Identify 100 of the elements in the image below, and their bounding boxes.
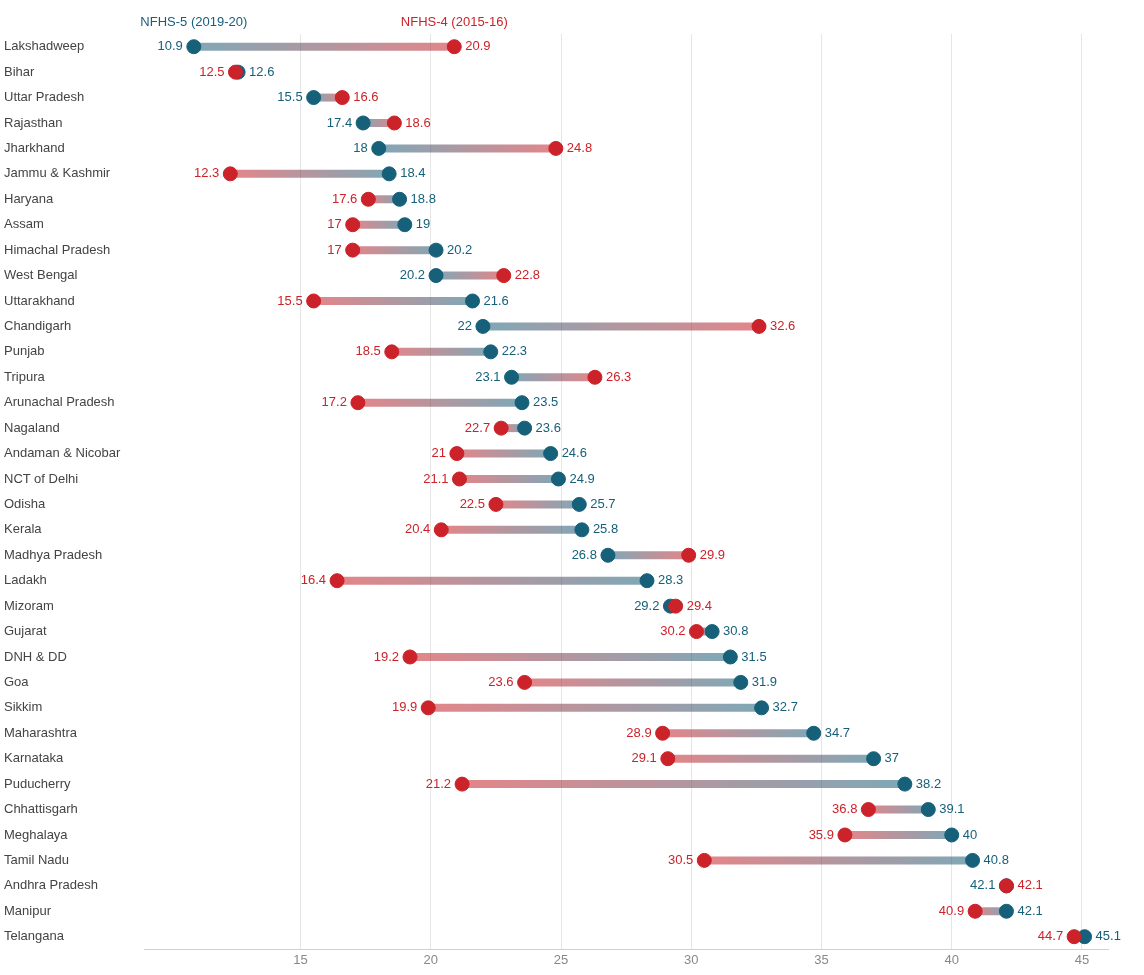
data-label: 22.8	[514, 267, 541, 283]
y-tick-label: Assam	[4, 216, 44, 232]
data-label: 36.8	[832, 801, 858, 817]
data-label: 24.8	[566, 140, 593, 155]
data-label: 17	[327, 216, 342, 232]
data-label: 26.3	[605, 368, 632, 384]
y-tick-label: Jharkhand	[4, 140, 65, 155]
data-label: 10.9	[157, 38, 183, 54]
data-label: 30.2	[660, 623, 686, 639]
data-label: 18	[353, 140, 368, 155]
y-tick-label: Sikkim	[4, 699, 43, 715]
y-tick-label: Rajasthan	[4, 114, 63, 130]
data-label: 18.4	[400, 165, 426, 181]
data-label: 15.5	[277, 292, 303, 308]
data-label: 21.2	[425, 775, 452, 791]
data-label: 25.8	[592, 521, 619, 537]
data-label: 19.2	[373, 648, 399, 664]
data-label: 12.6	[249, 63, 275, 79]
y-tick-label: Goa	[4, 673, 30, 689]
data-label: 32.7	[772, 699, 798, 715]
data-label: 16.6	[353, 89, 379, 105]
data-label: 28.9	[626, 724, 652, 740]
x-tick-label: 35	[814, 951, 829, 967]
data-label: 30.8	[723, 623, 749, 639]
y-tick-label: Ladakh	[4, 572, 47, 588]
data-label: 24.9	[569, 470, 595, 486]
y-tick-label: Gujarat	[4, 623, 48, 639]
data-label: 22.3	[501, 343, 528, 359]
x-tick-label: 25	[553, 951, 569, 967]
data-label: 34.7	[824, 724, 851, 740]
y-tick-label: NCT of Delhi	[4, 470, 79, 486]
y-tick-label: Andaman & Nicobar	[4, 445, 122, 461]
data-label: 17.4	[326, 114, 353, 130]
data-label: 30.5	[667, 851, 694, 867]
y-tick-label: Telangana	[4, 928, 65, 944]
data-label: 23.6	[488, 673, 514, 689]
data-label: 20.2	[447, 241, 473, 257]
x-tick-label: 15	[293, 951, 308, 967]
data-label: 45.1	[1095, 928, 1121, 944]
y-tick-label: Uttarakhand	[4, 292, 75, 308]
data-label: 40.9	[938, 902, 965, 918]
data-label: 28.3	[658, 572, 684, 588]
data-label: 21.6	[483, 292, 509, 308]
data-label: 42.1	[1017, 902, 1043, 918]
data-label: 17.2	[321, 394, 347, 410]
y-tick-label: Punjab	[4, 343, 45, 359]
data-label: 22.5	[459, 495, 485, 511]
y-tick-label: Odisha	[4, 495, 46, 511]
data-label: 40	[962, 826, 978, 842]
series-label: NFHS-5 (2019-20)	[140, 14, 248, 30]
data-label: 21.1	[423, 470, 449, 486]
y-tick-label: Uttar Pradesh	[4, 89, 85, 105]
data-label: 18.6	[405, 114, 431, 130]
y-tick-label: Puducherry	[4, 775, 71, 791]
y-tick-label: Arunachal Pradesh	[4, 394, 115, 410]
data-label: 29.2	[634, 597, 660, 613]
data-label: 16.4	[300, 572, 327, 588]
data-label: 23.1	[475, 368, 501, 384]
series-label: NFHS-4 (2015-16)	[400, 14, 508, 30]
y-tick-label: West Bengal	[4, 267, 78, 283]
y-tick-label: Chhattisgarh	[4, 801, 78, 817]
data-label: 38.2	[915, 775, 942, 791]
data-label: 12.3	[193, 165, 220, 181]
data-label: 31.9	[751, 673, 778, 689]
y-tick-label: Tamil Nadu	[4, 851, 70, 867]
data-label: 29.1	[631, 750, 657, 766]
data-label: 24.6	[561, 445, 587, 461]
y-tick-label: Manipur	[4, 902, 52, 918]
data-label: 23.6	[535, 419, 561, 435]
y-tick-label: Chandigarh	[4, 318, 72, 333]
data-label: 42.1	[1017, 877, 1043, 893]
data-label: 31.5	[741, 648, 767, 664]
data-label: 25.7	[590, 495, 616, 511]
data-label: 18.8	[410, 190, 436, 206]
data-label: 42.1	[970, 877, 996, 893]
x-tick-label: 20	[423, 951, 439, 967]
y-tick-label: Mizoram	[4, 597, 54, 613]
y-tick-label: Jammu & Kashmir	[4, 165, 111, 181]
data-label: 39.1	[939, 801, 965, 817]
y-tick-label: Himachal Pradesh	[4, 241, 111, 257]
x-tick-label: 30	[684, 951, 699, 967]
data-label: 20.2	[399, 267, 426, 283]
y-tick-label: Maharashtra	[4, 724, 78, 740]
data-label: 19	[415, 216, 431, 232]
y-tick-label: Karnataka	[4, 750, 65, 766]
y-tick-label: Meghalaya	[4, 826, 69, 842]
y-tick-label: Lakshadweep	[4, 38, 85, 54]
y-tick-label: Bihar	[4, 63, 36, 79]
data-label: 17.6	[332, 190, 358, 206]
y-tick-label: Madhya Pradesh	[4, 546, 103, 562]
data-label: 21	[431, 445, 446, 461]
data-label: 23.5	[532, 394, 559, 410]
data-label: 20.9	[465, 38, 491, 54]
data-label: 26.8	[571, 546, 597, 562]
y-tick-label: Kerala	[4, 521, 43, 537]
y-tick-label: Andhra Pradesh	[4, 877, 98, 893]
data-label: 22.7	[464, 419, 491, 435]
x-tick-label: 45	[1074, 951, 1090, 967]
y-tick-label: Haryana	[4, 190, 54, 206]
y-tick-label: DNH & DD	[4, 648, 67, 664]
